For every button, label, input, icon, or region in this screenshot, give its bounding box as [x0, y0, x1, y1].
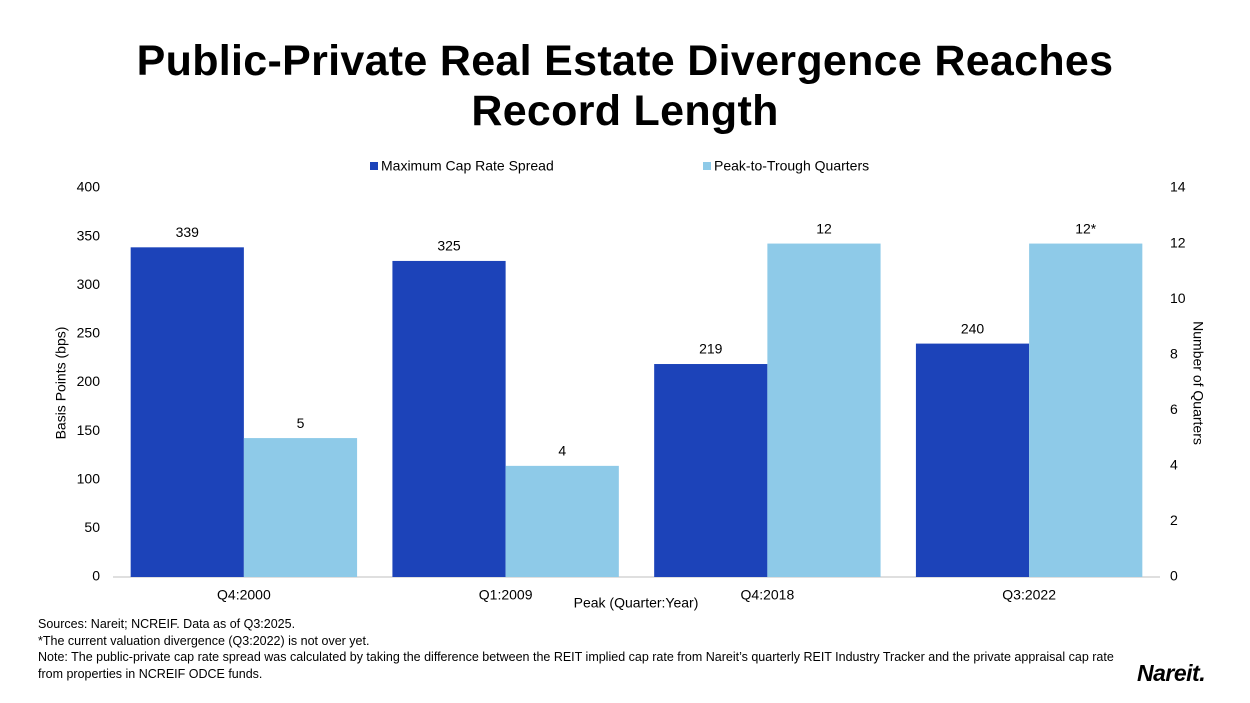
y2-tick-label: 2: [1170, 512, 1178, 528]
y2-axis-label: Number of Quarters: [1190, 321, 1206, 445]
y2-tick-label: 12: [1170, 234, 1186, 250]
footnote: Sources: Nareit; NCREIF. Data as of Q3:2…: [38, 617, 296, 631]
bar: [767, 243, 881, 578]
x-tick-label: Q4:2018: [741, 587, 795, 603]
chart-title: Public-Private Real Estate Divergence Re…: [136, 37, 1114, 135]
y2-tick-label: 0: [1170, 568, 1178, 584]
bar: [654, 364, 768, 577]
bar: [130, 247, 244, 577]
legend-swatch: [370, 162, 378, 170]
legend-label: Maximum Cap Rate Spread: [381, 158, 554, 174]
data-label: 12: [816, 220, 832, 236]
data-label: 219: [699, 341, 723, 357]
data-label: 4: [558, 443, 566, 459]
footnotes: Sources: Nareit; NCREIF. Data as of Q3:2…: [38, 616, 1138, 682]
y2-tick-label: 4: [1170, 457, 1178, 473]
legend-swatch: [703, 162, 711, 170]
y2-tick-label: 14: [1170, 179, 1186, 195]
data-label: 12*: [1075, 220, 1097, 236]
footnote: Note: The public-private cap rate spread…: [38, 650, 1114, 681]
y-tick-label: 50: [84, 519, 100, 535]
y-tick-label: 0: [92, 568, 100, 584]
bar: [243, 438, 358, 577]
y2-tick-label: 10: [1170, 290, 1186, 306]
logo: Nareit.: [1137, 660, 1206, 686]
y-axis-label: Basis Points (bps): [53, 327, 69, 440]
y-tick-label: 400: [77, 179, 101, 195]
bar: [915, 343, 1030, 577]
data-label: 240: [961, 320, 985, 336]
y2-tick-label: 6: [1170, 401, 1178, 417]
y2-tick-label: 8: [1170, 345, 1178, 361]
y-tick-label: 350: [77, 227, 101, 243]
y-tick-label: 200: [77, 373, 101, 389]
data-label: 339: [176, 224, 200, 240]
x-tick-label: Q4:2000: [217, 587, 271, 603]
bar: [505, 465, 619, 577]
y-tick-label: 150: [77, 422, 101, 438]
bar: [392, 260, 506, 577]
y-tick-label: 100: [77, 470, 101, 486]
data-label: 325: [437, 238, 461, 254]
data-label: 5: [297, 415, 305, 431]
x-axis-label: Peak (Quarter:Year): [574, 595, 699, 611]
legend-label: Peak-to-Trough Quarters: [714, 158, 869, 174]
y-tick-label: 250: [77, 325, 101, 341]
bar: [1029, 243, 1143, 578]
x-tick-label: Q1:2009: [479, 587, 533, 603]
x-tick-label: Q3:2022: [1002, 587, 1056, 603]
y-tick-label: 300: [77, 276, 101, 292]
footnote: *The current valuation divergence (Q3:20…: [38, 633, 370, 648]
